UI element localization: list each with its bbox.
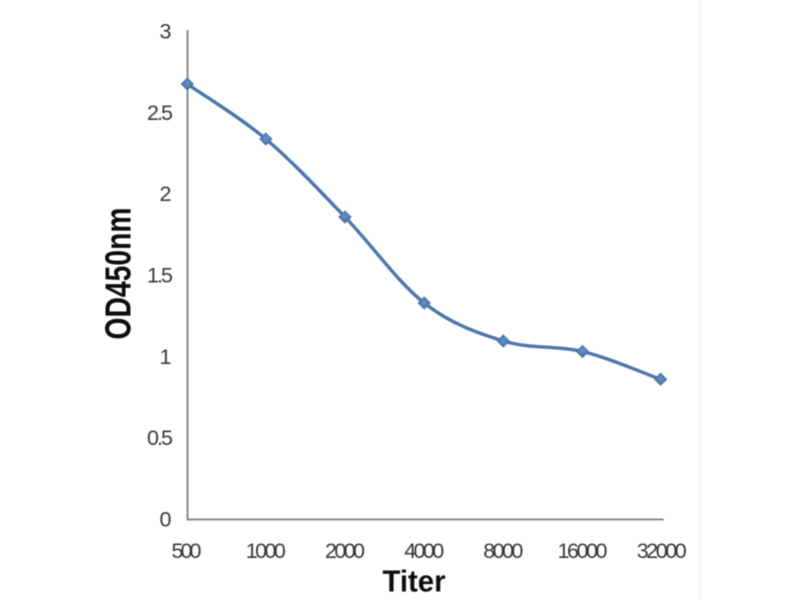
svg-text:Titer: Titer: [383, 564, 446, 599]
svg-text:4000: 4000: [404, 539, 444, 563]
svg-text:3: 3: [160, 20, 172, 44]
svg-text:1000: 1000: [246, 539, 286, 563]
svg-text:500: 500: [172, 539, 202, 563]
svg-text:2: 2: [160, 182, 172, 206]
svg-text:1.5: 1.5: [147, 264, 173, 288]
svg-text:16000: 16000: [558, 539, 608, 563]
svg-text:OD450nm: OD450nm: [98, 208, 139, 340]
svg-text:0: 0: [160, 508, 172, 532]
svg-text:2.5: 2.5: [147, 101, 173, 125]
svg-text:32000: 32000: [637, 539, 687, 563]
svg-text:1: 1: [160, 345, 172, 369]
svg-text:0.5: 0.5: [147, 426, 173, 450]
svg-text:8000: 8000: [483, 539, 523, 563]
svg-text:2000: 2000: [325, 539, 365, 563]
